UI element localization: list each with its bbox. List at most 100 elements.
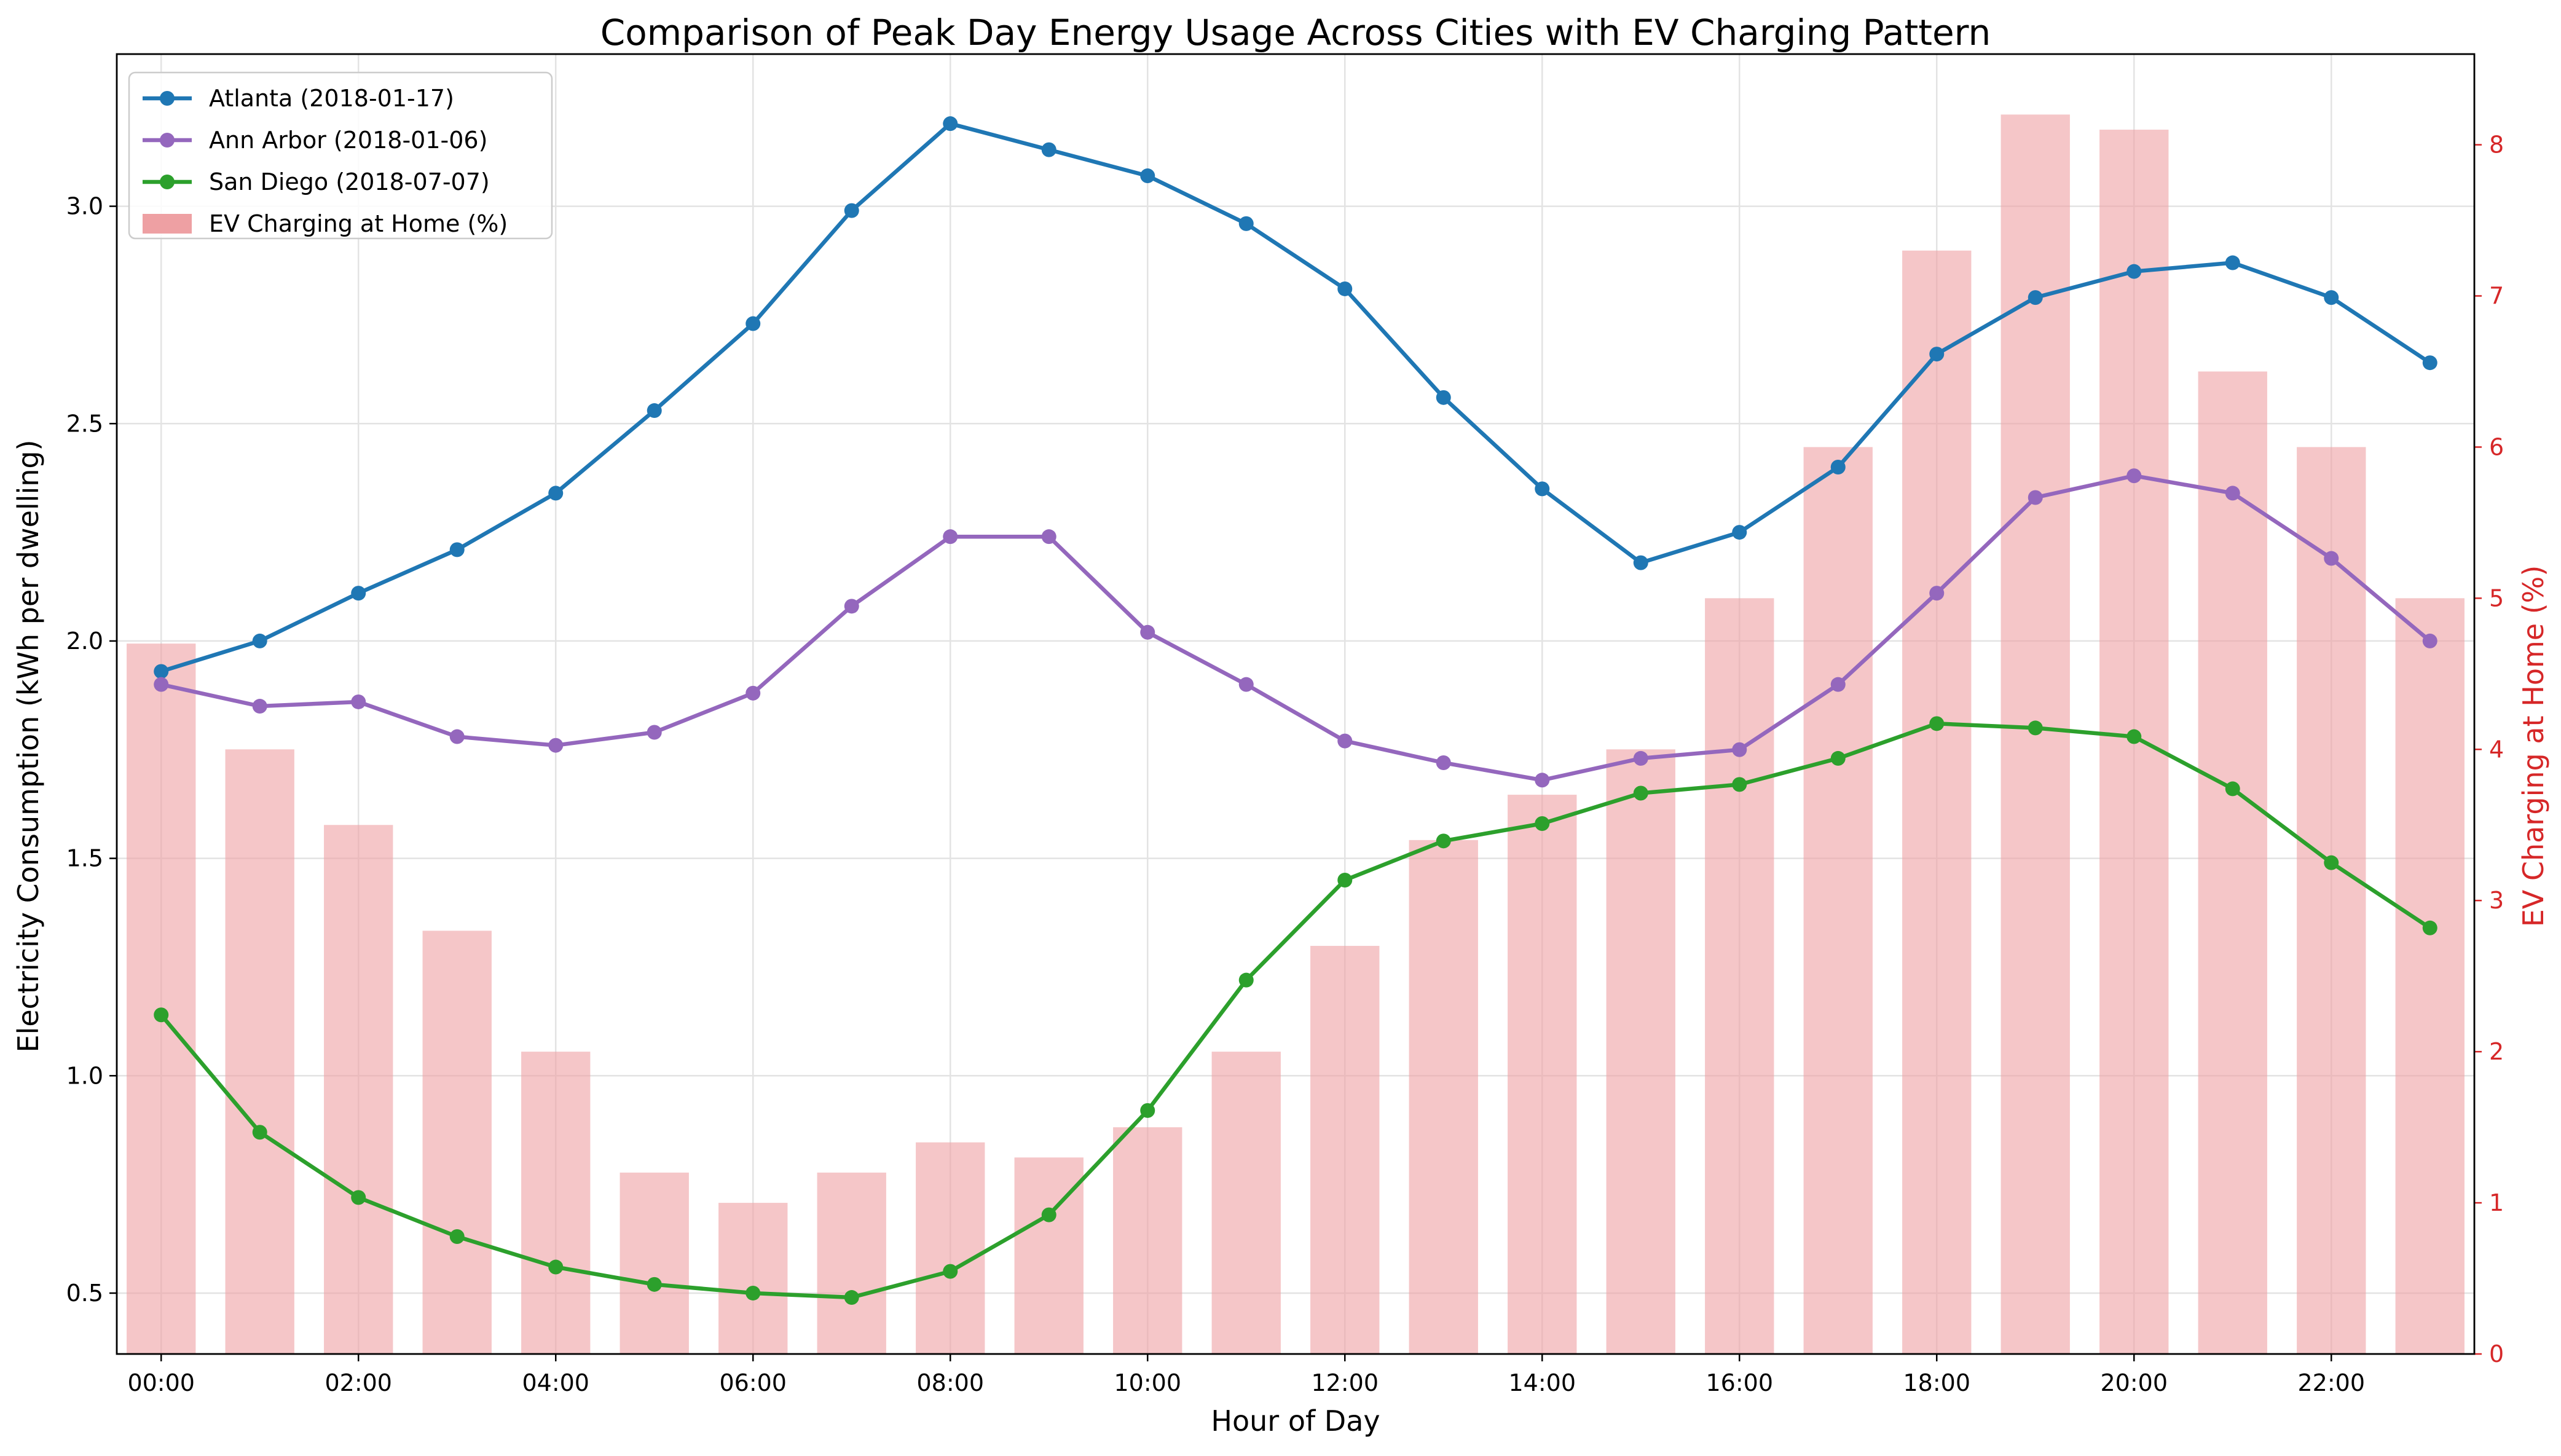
- series-point: [2028, 720, 2043, 736]
- series-line-1: [160, 473, 2431, 782]
- series-point: [252, 1125, 267, 1140]
- series-point: [1732, 777, 1747, 792]
- series-point: [1830, 677, 1846, 692]
- ev-charging-bar: [1508, 795, 1577, 1354]
- series-point: [2126, 729, 2142, 744]
- series-point: [2126, 468, 2142, 484]
- series-point: [351, 586, 366, 601]
- x-tick-label: 18:00: [1903, 1369, 1971, 1396]
- y-left-tick-label: 2.0: [66, 628, 103, 655]
- series-point: [844, 1290, 859, 1305]
- series-line-2: [159, 722, 2431, 1300]
- series-point: [2324, 855, 2339, 870]
- y-right-tick-label: 4: [2489, 736, 2504, 763]
- ev-charging-bar: [620, 1172, 689, 1354]
- series-point: [1929, 586, 1945, 601]
- x-tick-label: 16:00: [1706, 1369, 1774, 1396]
- series-point: [351, 1190, 366, 1205]
- series-point: [1830, 750, 1846, 766]
- series-point: [1436, 390, 1451, 405]
- series-point: [647, 1277, 662, 1292]
- y-left-tick-label: 1.5: [66, 845, 103, 872]
- ev-charging-bar: [324, 825, 393, 1354]
- series-point: [647, 403, 662, 419]
- ev-charging-bar: [1705, 598, 1774, 1354]
- series-point: [1041, 1207, 1056, 1222]
- x-axis-label: Hour of Day: [1211, 1404, 1380, 1438]
- lines-layer: [154, 116, 2437, 1305]
- x-tick-label: 08:00: [916, 1369, 984, 1396]
- ev-charging-bar: [817, 1172, 886, 1354]
- y-right-tick-label: 7: [2489, 282, 2504, 309]
- series-point: [548, 486, 564, 501]
- series-point: [1633, 750, 1648, 766]
- series-point: [1929, 716, 1945, 731]
- series-point: [1929, 347, 1945, 362]
- ev-charging-bar: [1211, 1052, 1281, 1354]
- series-point: [943, 529, 958, 545]
- y-left-tick-label: 2.5: [66, 410, 103, 437]
- ev-charging-bar: [2395, 598, 2465, 1354]
- series-point: [2126, 264, 2142, 279]
- series-point: [1732, 525, 1747, 540]
- series-point: [1140, 168, 1155, 184]
- legend-marker: [160, 91, 175, 106]
- ev-charging-bar: [127, 643, 196, 1354]
- ev-charging-bar: [1113, 1127, 1182, 1354]
- plot-frame: [116, 53, 2476, 1355]
- series-point: [1238, 677, 1254, 692]
- series-point: [1337, 281, 1353, 296]
- y-right-tick-label: 2: [2489, 1038, 2504, 1065]
- ev-charging-bar: [1310, 945, 1380, 1354]
- ev-charging-bar: [2297, 447, 2366, 1354]
- series-point: [1140, 624, 1155, 640]
- series-point: [351, 694, 366, 709]
- series-point: [1830, 459, 1846, 474]
- series-point: [745, 1285, 761, 1301]
- series-point: [2422, 920, 2437, 935]
- series-point: [449, 1229, 465, 1245]
- x-tick-label: 04:00: [522, 1369, 589, 1396]
- axes-layer: 00:00 02:00 04:00 06:00 08:00 10:00 12:00 14:00…: [66, 53, 2504, 1396]
- ev-charging-bar: [1803, 447, 1873, 1354]
- x-tick-label: 22:00: [2298, 1369, 2366, 1396]
- series-point: [745, 685, 761, 701]
- series-point: [2422, 355, 2437, 371]
- x-tick-label: 02:00: [325, 1369, 392, 1396]
- series-point: [154, 1007, 169, 1023]
- series-point: [2028, 490, 2043, 505]
- ev-charging-bar: [1409, 840, 1478, 1354]
- x-tick-label: 14:00: [1508, 1369, 1576, 1396]
- series-point: [1238, 972, 1254, 988]
- series-line-0: [160, 121, 2431, 674]
- series-point: [154, 664, 169, 679]
- ev-charging-bar: [718, 1203, 788, 1354]
- series-point: [1041, 529, 1056, 545]
- series-point: [647, 725, 662, 740]
- series-point: [1535, 773, 1550, 788]
- x-tick-label: 06:00: [719, 1369, 787, 1396]
- y-axis-left-label: Electricity Consumption (kWh per dwellin…: [12, 439, 45, 1052]
- series-point: [2225, 486, 2240, 501]
- series-point: [943, 1264, 958, 1279]
- series-point: [943, 116, 958, 132]
- y-right-tick-label: 3: [2489, 887, 2504, 914]
- y-left-tick-label: 0.5: [66, 1280, 103, 1307]
- series-point: [154, 677, 169, 692]
- series-point: [449, 542, 465, 557]
- y-right-tick-label: 5: [2489, 584, 2504, 612]
- legend-bar-swatch: [143, 214, 192, 234]
- series-point: [1732, 742, 1747, 757]
- series-point: [1436, 755, 1451, 770]
- legend-marker: [160, 175, 175, 189]
- ev-charging-bar: [422, 931, 492, 1354]
- series-point: [2422, 633, 2437, 648]
- series-point: [1337, 733, 1353, 749]
- series-point: [252, 633, 267, 648]
- series-point: [548, 738, 564, 753]
- ev-charging-bar: [1902, 250, 1972, 1355]
- ev-charging-bar: [1606, 749, 1675, 1354]
- ev-charging-bar: [2198, 371, 2267, 1354]
